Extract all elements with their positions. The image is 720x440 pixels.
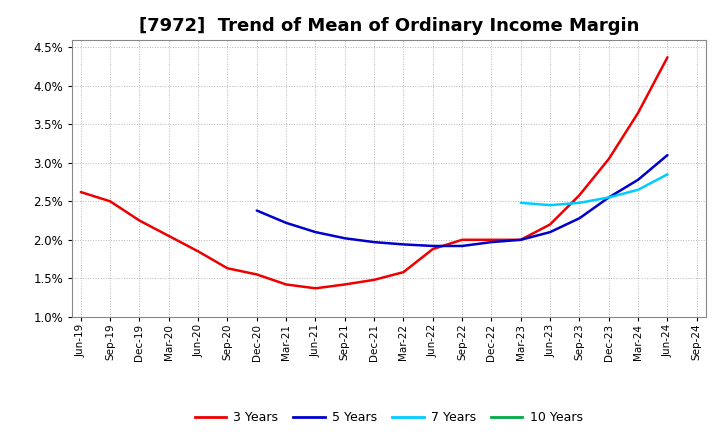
- 3 Years: [311, 286, 320, 291]
- 3 Years: [516, 237, 525, 242]
- 5 Years: [370, 239, 379, 245]
- 5 Years: [605, 195, 613, 200]
- 5 Years: [253, 208, 261, 213]
- 3 Years: [282, 282, 290, 287]
- 3 Years: [341, 282, 349, 287]
- 7 Years: [546, 202, 554, 208]
- 5 Years: [634, 177, 642, 182]
- 3 Years: [370, 277, 379, 282]
- 3 Years: [546, 222, 554, 227]
- 3 Years: [663, 55, 672, 60]
- 3 Years: [194, 249, 202, 254]
- Line: 7 Years: 7 Years: [521, 174, 667, 205]
- 5 Years: [428, 243, 437, 249]
- 7 Years: [663, 172, 672, 177]
- 5 Years: [575, 216, 584, 221]
- 5 Years: [282, 220, 290, 225]
- Legend: 3 Years, 5 Years, 7 Years, 10 Years: 3 Years, 5 Years, 7 Years, 10 Years: [189, 406, 588, 429]
- 5 Years: [458, 243, 467, 249]
- 3 Years: [428, 246, 437, 252]
- 5 Years: [487, 239, 496, 245]
- Line: 3 Years: 3 Years: [81, 57, 667, 288]
- 5 Years: [311, 229, 320, 235]
- 3 Years: [223, 266, 232, 271]
- 5 Years: [341, 235, 349, 241]
- 3 Years: [458, 237, 467, 242]
- 7 Years: [575, 200, 584, 205]
- 5 Years: [546, 229, 554, 235]
- Line: 5 Years: 5 Years: [257, 155, 667, 246]
- 7 Years: [634, 187, 642, 192]
- 3 Years: [399, 269, 408, 275]
- 3 Years: [135, 218, 144, 223]
- 5 Years: [516, 237, 525, 242]
- 3 Years: [634, 110, 642, 115]
- 3 Years: [253, 272, 261, 277]
- 5 Years: [399, 242, 408, 247]
- 3 Years: [76, 189, 85, 194]
- 7 Years: [605, 195, 613, 200]
- Title: [7972]  Trend of Mean of Ordinary Income Margin: [7972] Trend of Mean of Ordinary Income …: [139, 17, 639, 35]
- 3 Years: [487, 237, 496, 242]
- 7 Years: [516, 200, 525, 205]
- 3 Years: [106, 198, 114, 204]
- 3 Years: [164, 233, 173, 238]
- 5 Years: [663, 152, 672, 158]
- 3 Years: [605, 156, 613, 161]
- 3 Years: [575, 192, 584, 198]
